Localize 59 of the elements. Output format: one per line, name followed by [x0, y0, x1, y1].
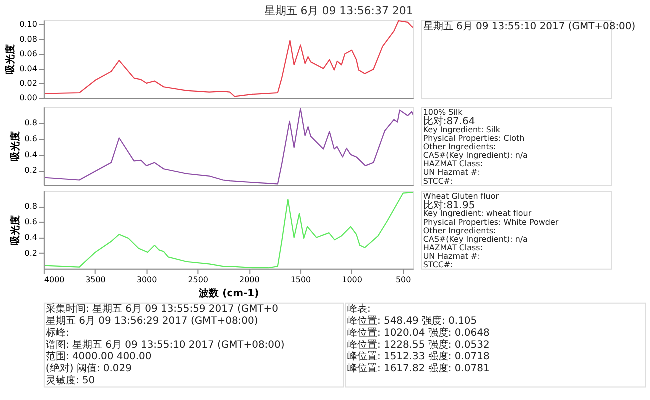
text: 峰表:	[347, 302, 371, 315]
text: Key Ingredient: Silk	[423, 125, 501, 134]
y-axis-title: 吸光度	[10, 132, 22, 162]
y-tick-label: 0.2	[24, 248, 38, 258]
y-tick-label: 0.10	[20, 20, 38, 30]
text: 星期五 6月 09 13:56:29 2017 (GMT+08:00)	[46, 314, 258, 327]
y-tick-label: 0.8	[24, 118, 38, 128]
text: 采集时间: 星期五 6月 09 13:55:59 2017 (GMT+0	[46, 302, 278, 315]
text: 范围: 4000.00 400.00	[46, 350, 152, 363]
text: Other Ingredients:	[423, 226, 496, 236]
y-tick-label: 0.8	[24, 202, 38, 212]
text: 峰位置: 548.49 强度: 0.105	[347, 314, 478, 327]
y-tick-label: 0.4	[24, 150, 38, 160]
text: 峰位置: 1512.33 强度: 0.0718	[347, 350, 490, 363]
text: 标峰:	[44, 326, 70, 339]
text: 峰位置: 1228.55 强度: 0.0532	[347, 338, 490, 351]
y-tick-label: 0.6	[24, 134, 38, 144]
text: STCC#:	[423, 260, 454, 270]
y-tick-label: 0.06	[20, 50, 38, 59]
text: CAS#(Key Ingredient): n/a	[423, 234, 528, 244]
text: (绝对) 阈值: 0.029	[46, 362, 132, 375]
text: Other Ingredients:	[423, 142, 496, 152]
x-axis-title: 波数 (cm-1)	[198, 287, 260, 300]
text: 100% Silk	[423, 108, 464, 118]
text: Physical Properties: White Powder	[423, 218, 560, 227]
text: HAZMAT Class:	[423, 160, 484, 169]
chart-title: 星期五 6月 09 13:56:37 201	[264, 4, 414, 18]
x-tick-label: 4000	[44, 275, 65, 284]
y-tick-label: 0.08	[20, 34, 38, 44]
x-tick-label: 1000	[342, 275, 362, 284]
text: HAZMAT Class:	[423, 244, 484, 253]
y-tick-label: 0.02	[20, 78, 38, 88]
x-tick-label: 1500	[290, 275, 312, 284]
y-tick-label: 0.00	[20, 94, 38, 103]
x-tick-label: 2000	[240, 275, 260, 284]
text: Wheat Gluten fluor	[423, 192, 500, 201]
y-tick-label: 0.6	[24, 218, 38, 227]
y-tick-label: 0.4	[24, 233, 38, 242]
text: 峰位置: 1020.04 强度: 0.0648	[347, 326, 490, 339]
x-tick-label: 2500	[188, 275, 208, 284]
text: UN Hazmat #:	[423, 252, 480, 262]
y-axis-title: 吸光度	[10, 215, 22, 246]
x-tick-label: 500	[396, 275, 412, 284]
text: 比对:87.64	[423, 116, 476, 128]
text: STCC#:	[423, 176, 454, 186]
line-series	[44, 108, 414, 185]
text: CAS#(Key Ingredient): n/a	[423, 151, 528, 160]
text: Physical Properties: Cloth	[423, 134, 525, 143]
y-axis-title: 吸光度	[4, 44, 17, 75]
text: 峰位置: 1617.82 强度: 0.0781	[347, 362, 490, 375]
y-tick-label: 0.04	[20, 64, 38, 74]
text: 谱图: 星期五 6月 09 13:55:10 2017 (GMT+08:00)	[46, 338, 285, 351]
text: 星期五 6月 09 13:55:10 2017 (GMT+08:00)	[423, 20, 636, 32]
x-tick-label: 3000	[136, 275, 158, 284]
x-tick-label: 3500	[86, 275, 106, 284]
y-tick-label: 0.2	[24, 166, 38, 176]
text: UN Hazmat #:	[423, 168, 480, 178]
text: Key Ingredient: wheat flour	[423, 209, 532, 218]
text: 灵敏度: 50	[46, 374, 96, 387]
